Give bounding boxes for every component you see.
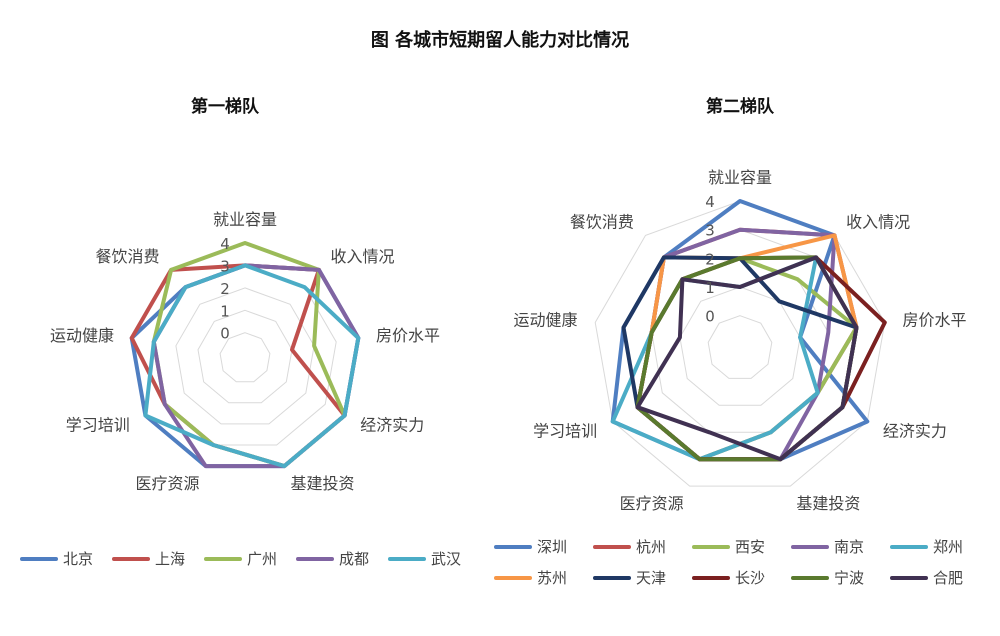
legend-item: 南京 <box>791 536 890 557</box>
legend-label: 深圳 <box>537 538 568 556</box>
legend-item: 杭州 <box>593 536 692 557</box>
chart-2-title: 第二梯队 <box>706 97 774 117</box>
grid-ring <box>175 287 315 425</box>
axis-label: 房价水平 <box>376 326 440 345</box>
axis-label: 经济实力 <box>883 422 947 441</box>
legend-label: 长沙 <box>735 569 766 587</box>
tick-label: 2 <box>220 280 230 298</box>
legend-chart-2: 深圳 杭州 西安 南京 郑州苏州 天津 长沙 宁波 合肥 <box>494 536 994 588</box>
legend-swatch <box>204 556 242 561</box>
tick-label: 0 <box>705 308 715 326</box>
grid-ring <box>707 315 773 379</box>
legend-item: 西安 <box>692 536 791 557</box>
legend-label: 天津 <box>636 569 667 587</box>
legend-swatch <box>494 575 532 580</box>
axis-label: 医疗资源 <box>135 474 199 493</box>
legend-item: 武汉 <box>388 548 480 569</box>
axis-label: 学习培训 <box>533 422 597 441</box>
legend-item: 天津 <box>593 567 692 588</box>
axis-label: 房价水平 <box>903 310 967 329</box>
axis-label: 医疗资源 <box>620 494 684 513</box>
legend-label: 南京 <box>834 538 865 556</box>
legend-swatch <box>593 575 631 580</box>
legend-label: 广州 <box>247 550 278 568</box>
tick-label: 4 <box>220 235 230 253</box>
axis-label: 收入情况 <box>331 247 395 266</box>
axis-label: 收入情况 <box>846 213 910 232</box>
grid-ring <box>594 200 886 487</box>
main-title: 图 各城市短期留人能力对比情况 <box>370 30 630 51</box>
tick-label: 3 <box>220 257 230 275</box>
legend-swatch <box>692 575 730 580</box>
tick-label: 1 <box>705 279 715 297</box>
legend-item: 长沙 <box>692 567 791 588</box>
tick-label: 2 <box>705 250 715 268</box>
series-line-1-5 <box>143 263 361 469</box>
axis-label: 经济实力 <box>360 416 424 435</box>
legend-item: 成都 <box>296 548 388 569</box>
legend-swatch <box>112 556 150 561</box>
legend-label: 西安 <box>735 538 766 556</box>
legend-label: 宁波 <box>834 569 865 587</box>
legend-swatch <box>791 575 829 580</box>
tick-label: 4 <box>705 193 715 211</box>
series-line-2-5 <box>610 255 820 462</box>
legend-item: 北京 <box>20 548 112 569</box>
axis-label: 基建投资 <box>796 494 860 513</box>
grid-ring <box>679 286 801 406</box>
legend-item: 宁波 <box>791 567 890 588</box>
tick-label: 3 <box>705 222 715 240</box>
legend-swatch <box>494 544 532 549</box>
series-line-2-10 <box>635 255 859 462</box>
legend-item: 上海 <box>112 548 204 569</box>
legend-item: 苏州 <box>494 567 593 588</box>
axis-label: 餐饮消费 <box>95 247 159 266</box>
legend-item: 郑州 <box>890 536 989 557</box>
axis-label: 就业容量 <box>708 168 772 187</box>
legend-label: 苏州 <box>537 569 568 587</box>
legend-label: 北京 <box>63 550 94 568</box>
legend-swatch <box>890 575 928 580</box>
legend-swatch <box>593 544 631 549</box>
legend-item: 合肥 <box>890 567 989 588</box>
legend-label: 上海 <box>155 550 186 568</box>
axis-label: 学习培训 <box>66 416 130 435</box>
legend-swatch <box>20 556 58 561</box>
tick-label: 0 <box>220 325 230 343</box>
axis-label: 运动健康 <box>513 310 577 329</box>
legend-chart-1: 北京 上海 广州 成都 武汉 <box>20 548 490 569</box>
tick-label: 1 <box>220 302 230 320</box>
axis-label: 基建投资 <box>291 474 355 493</box>
legend-item: 广州 <box>204 548 296 569</box>
grid-ring <box>219 332 271 383</box>
series-line-1-4 <box>151 263 361 469</box>
legend-swatch <box>296 556 334 561</box>
axis-label: 运动健康 <box>50 326 114 345</box>
axis-label: 餐饮消费 <box>570 213 634 232</box>
legend-label: 武汉 <box>431 550 462 568</box>
chart-1-title: 第一梯队 <box>191 97 259 117</box>
legend-label: 杭州 <box>636 538 667 556</box>
legend-swatch <box>890 544 928 549</box>
legend-label: 郑州 <box>933 538 964 556</box>
axis-label: 就业容量 <box>213 210 277 229</box>
legend-item: 深圳 <box>494 536 593 557</box>
legend-swatch <box>791 544 829 549</box>
legend-swatch <box>692 544 730 549</box>
grid-ring <box>197 309 293 404</box>
legend-swatch <box>388 556 426 561</box>
legend-label: 成都 <box>339 550 370 568</box>
legend-label: 合肥 <box>933 569 964 587</box>
